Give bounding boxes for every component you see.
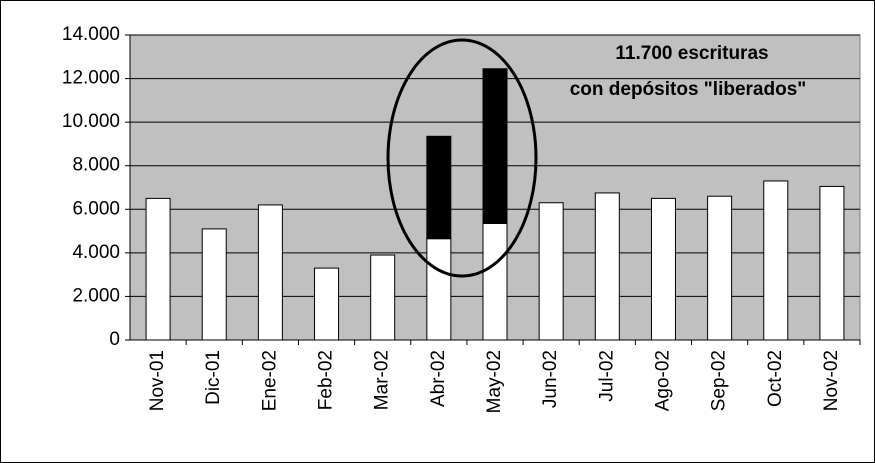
y-tick-label: 6.000	[72, 198, 120, 219]
bar-segment	[314, 267, 340, 341]
bar-segment	[426, 135, 452, 240]
x-tick-label: Mar-02	[372, 350, 393, 410]
y-tick-label: 4.000	[72, 242, 120, 263]
bar-segment	[482, 68, 508, 224]
annotation: 11.700 escrituras	[615, 43, 768, 64]
x-tick-label: Jun-02	[540, 350, 561, 408]
y-tick-label: 12.000	[62, 68, 120, 89]
annotation: con depósitos "liberados"	[570, 79, 807, 100]
x-tick-label: Feb-02	[316, 350, 337, 410]
bar-segment	[707, 195, 733, 341]
x-tick-label: Jul-02	[596, 350, 617, 402]
highlight-ellipse	[386, 38, 538, 278]
bar-segment	[201, 228, 227, 341]
bar-segment	[426, 238, 452, 341]
x-tick-label: Nov-02	[821, 350, 842, 411]
x-tick-label: Ago-02	[652, 350, 673, 411]
x-tick-label: Oct-02	[765, 350, 786, 407]
bar-segment	[482, 222, 508, 341]
bar-segment	[763, 180, 789, 341]
x-tick-label: May-02	[484, 350, 505, 413]
y-tick-label: 8.000	[72, 155, 120, 176]
y-tick-label: 0	[109, 329, 120, 350]
x-tick-label: Ene-02	[259, 350, 280, 411]
y-tick-label: 2.000	[72, 285, 120, 306]
bar-segment	[370, 254, 396, 341]
bar-segment	[145, 197, 171, 341]
bar-segment	[650, 197, 676, 341]
bar-segment	[819, 185, 845, 341]
x-tick-label: Nov-01	[147, 350, 168, 411]
plot-area: 0 2.000 4.000 6.000 8.000 10.000 12.000 14.000 N…	[62, 24, 861, 413]
bar-segment	[594, 192, 620, 341]
bar-segment	[257, 204, 283, 341]
x-tick-label: Dic-01	[203, 350, 224, 405]
bar-segment	[538, 202, 564, 341]
y-tick-label: 10.000	[62, 111, 120, 132]
x-tick-label: Sep-02	[709, 350, 730, 411]
x-tick-label: Abr-02	[428, 350, 449, 407]
y-tick-label: 14.000	[62, 24, 120, 45]
